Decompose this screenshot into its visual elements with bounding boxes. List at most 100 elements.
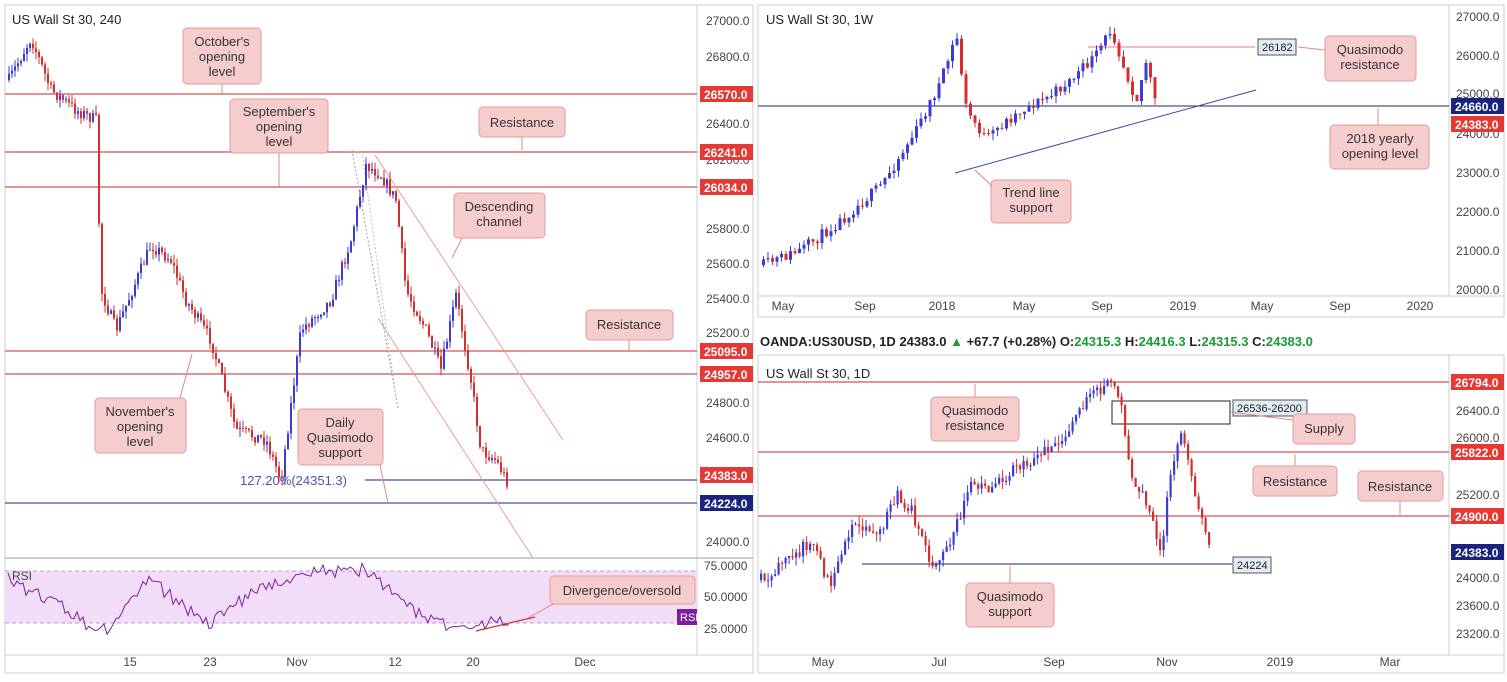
x-tick-label: 2020 [1407,299,1434,313]
candle-body [1117,386,1120,397]
candle-body [763,573,766,581]
x-tick-label: 20 [466,655,480,669]
candle-body [1103,385,1106,394]
candle-body [296,356,298,386]
candle-body [206,325,208,329]
candle-body [245,427,247,429]
candle-body [994,483,997,488]
rsi-pane[interactable]: RSI 75.0000 50.0000 25.0000 RSI Divergen… [5,559,748,636]
candle-body [771,258,774,262]
candle-body [1138,487,1141,492]
candle-body [793,251,797,254]
y-tick-label: 26400.0 [1456,404,1500,418]
candle-body [964,74,968,104]
candle-body [1089,393,1092,398]
candle-body [795,552,798,558]
candle-body [500,462,502,473]
candle-body [320,314,322,318]
ohlc-up-arrow-icon: ▲ [950,334,963,349]
x-tick-label: Sep [854,299,876,313]
d1-time-axis[interactable]: May Jul Sep Nov 2019 Mar [812,655,1401,669]
w1-time-axis[interactable]: May Sep 2018 May Sep 2019 May Sep 2020 [772,299,1434,313]
candle-body [1194,476,1197,497]
y-tick-label: 25000.0 [1456,87,1500,101]
candle-body [861,205,864,207]
callout-w1-yearly-open: 2018 yearly opening level [1329,108,1430,170]
candle-body [1106,380,1109,386]
candle-body [762,259,765,265]
candle-body [452,306,454,321]
candle-body [942,551,945,561]
candle-body [991,130,995,134]
y-tick-label: 21000.0 [1456,244,1500,258]
w1-chart[interactable]: US Wall St 30, 1W 27000.026000.025000.02… [757,4,1505,318]
level-tag [700,144,753,160]
candle-body [1001,477,1004,482]
callout-d1-quasimodo-res: Quasimodo resistance [930,384,1020,442]
candle-body [437,347,439,357]
candle-body [825,229,828,237]
candle-body [374,169,376,176]
candle-body [71,102,73,104]
d1-price-axis[interactable]: 26400.0 26000.0 25200.0 24000.0 23600.0 23200… [1456,404,1500,641]
candle-body [1072,78,1076,80]
candle-body [996,127,999,131]
y-tick-label: 25200.0 [706,326,750,340]
candle-body [1187,443,1190,460]
candle-body [395,191,397,201]
candle-body [125,305,127,312]
candle-body [140,263,142,274]
candle-body [784,557,787,564]
rsi-line [7,561,510,636]
svg-text:Divergence/oversold: Divergence/oversold [563,583,682,598]
candle-body [416,311,418,316]
candle-body [122,311,124,317]
candle-body [969,103,972,116]
h4-chart[interactable]: US Wall St 30, 240 27000.0 26800.0 26400.0… [4,4,754,674]
candle-body [1000,127,1004,129]
w1-price-axis[interactable]: 27000.026000.025000.024000.023000.022000… [1456,10,1500,297]
ohlc-symbol: OANDA:US30USD, 1D [760,334,896,349]
candle-body [1040,454,1043,456]
candle-body [380,177,382,179]
candle-body [188,304,190,306]
candle-body [872,531,875,533]
h4-price-axis[interactable]: 27000.026800.026400.026200.025800.025600… [706,14,750,549]
candle-body [847,537,850,542]
candle-body [1047,447,1050,453]
candle-body [1022,461,1025,470]
w1-callouts: Quasimodo resistance 2018 yearly opening l… [974,35,1430,224]
level-tag-label: 24383.0 [1455,118,1499,132]
candle-body [197,313,199,318]
candle-body [1033,458,1036,466]
d1-frame [757,354,1505,674]
candle-body [473,382,475,397]
candle-body [802,244,806,249]
d1-chart[interactable]: US Wall St 30, 1D 26400.026000.025200.02… [757,354,1505,674]
callout-w1-quasimodo: Quasimodo resistance [1297,35,1417,82]
candle-body [482,447,484,449]
h4-level-lines [5,93,697,559]
callout-w1-trendline: Trend line support [974,169,1072,224]
candle-body [158,247,160,255]
candle-body [1061,441,1064,444]
candle-body [1190,459,1193,477]
candle-body [1148,505,1151,512]
svg-text:Resistance: Resistance [597,317,661,332]
candle-body [302,329,304,333]
candle-body [938,560,941,564]
level-tag [1451,508,1504,524]
candle-body [137,273,139,285]
candle-body [955,38,959,45]
x-tick-label: 2019 [1170,299,1197,313]
y-tick-label: 20000.0 [1456,283,1500,297]
candle-body [951,44,954,62]
candle-body [1099,387,1102,394]
candle-body [128,300,130,306]
fib-127-label: 127.20%(24351.3) [240,473,347,488]
h4-time-axis[interactable]: 15 23 Nov 12 20 Dec [123,655,595,669]
